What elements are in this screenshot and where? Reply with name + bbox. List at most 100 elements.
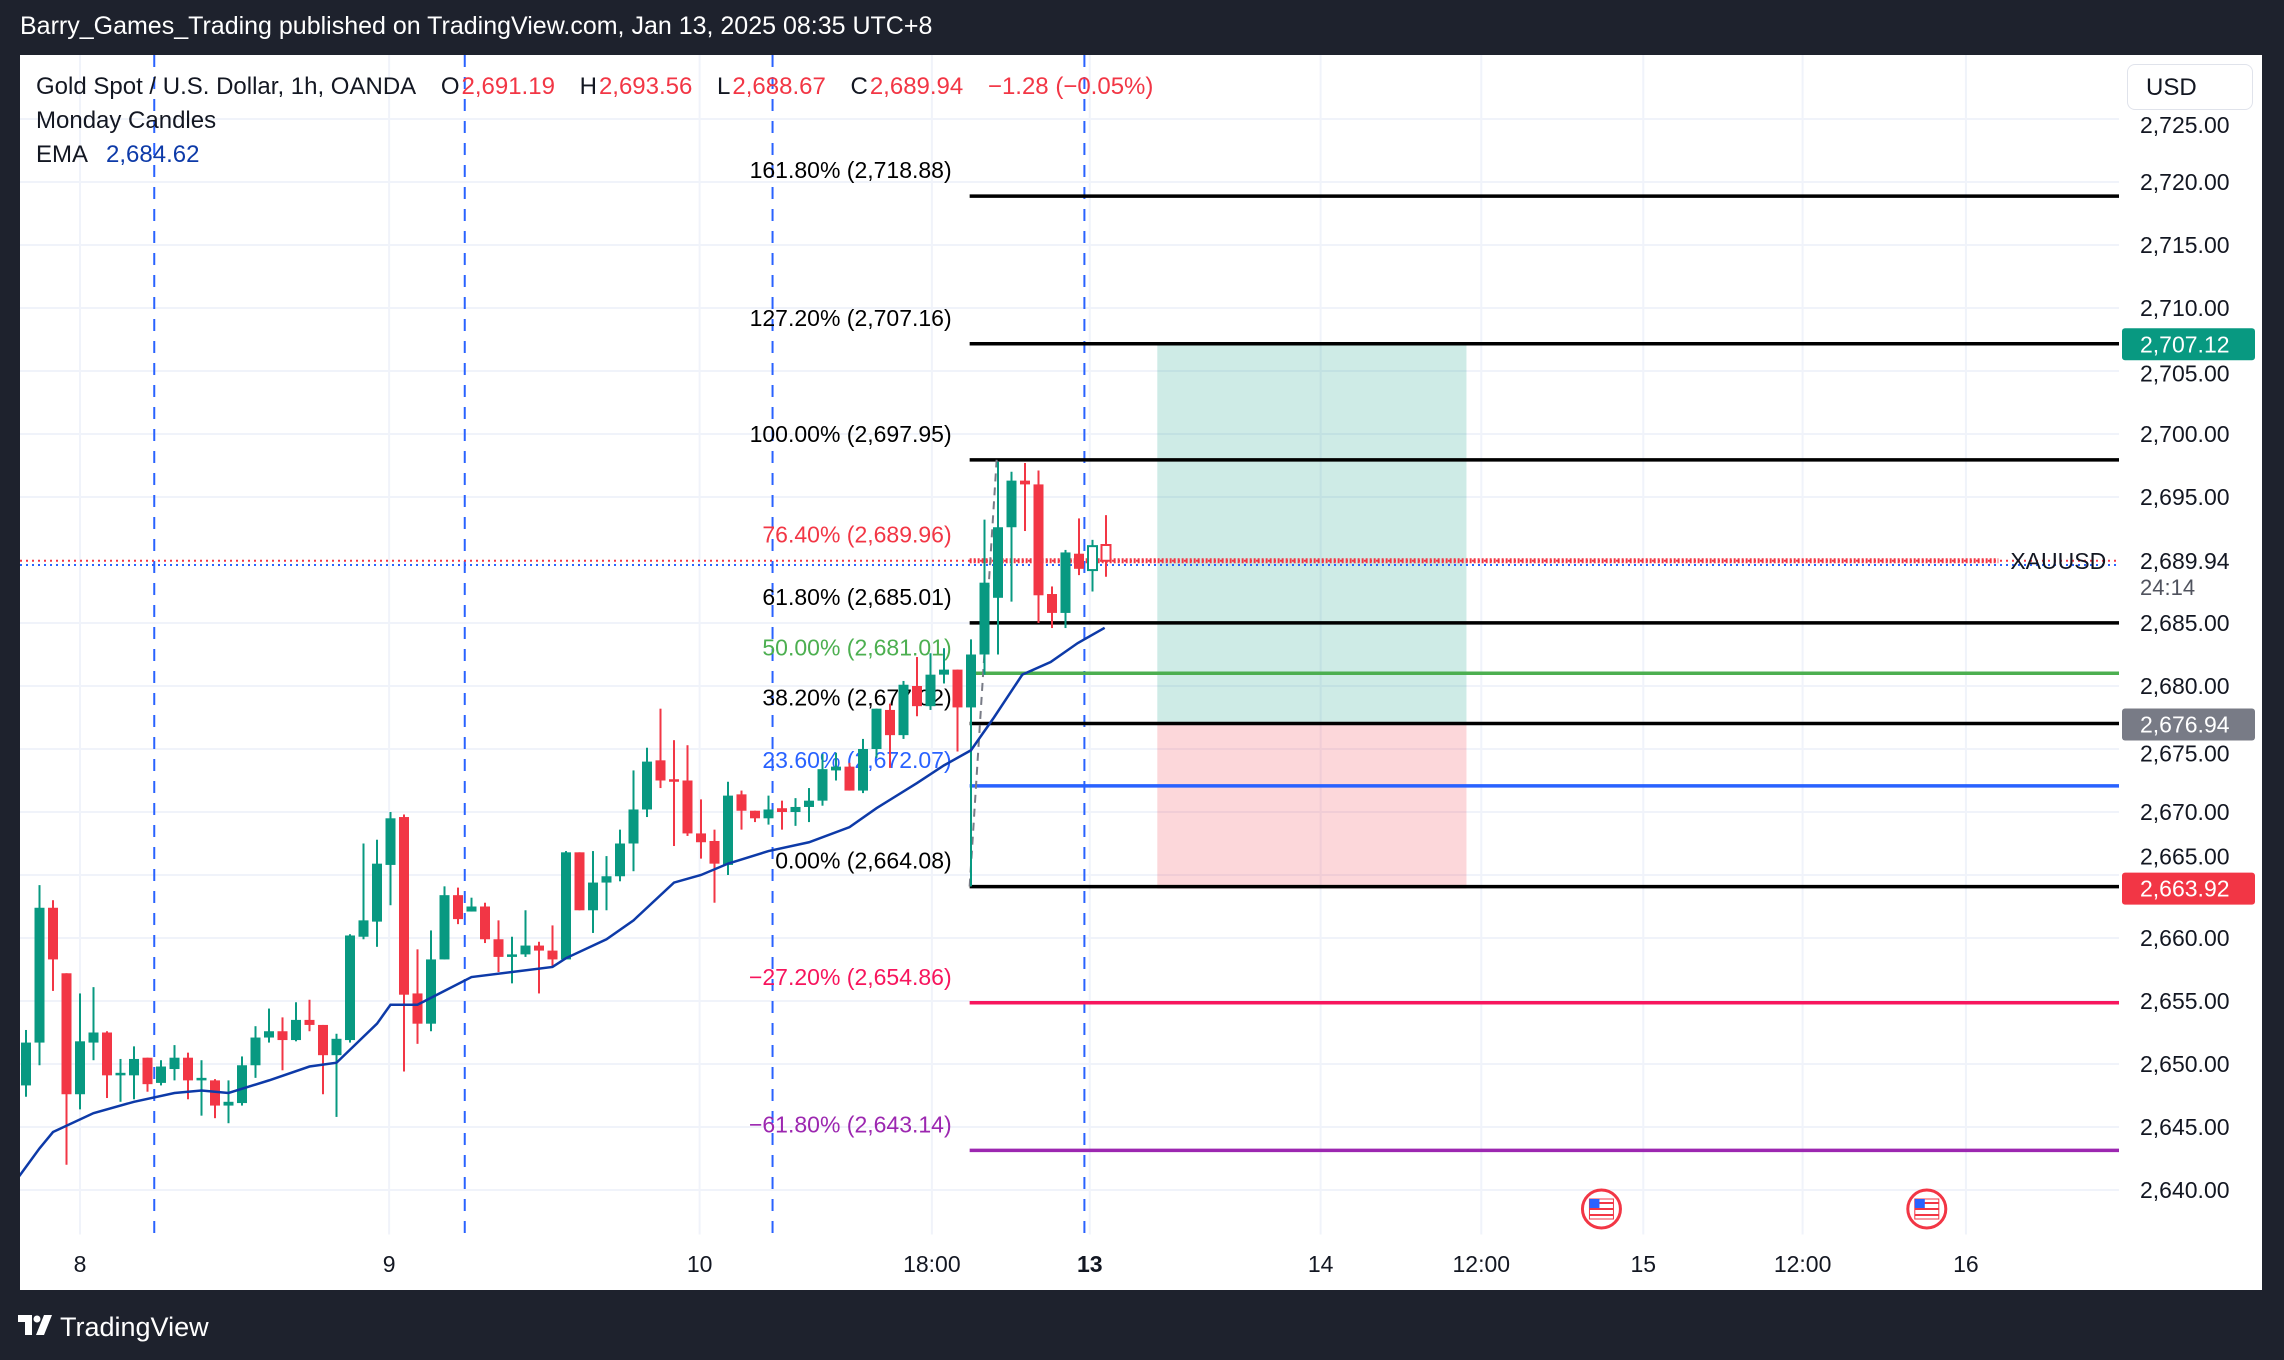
candle: [871, 708, 882, 758]
candle-body: [858, 749, 868, 791]
candle: [426, 930, 436, 1032]
open-label: O: [440, 73, 460, 100]
candle-body: [21, 1042, 31, 1086]
candle-body: [439, 895, 450, 960]
candle: [547, 925, 558, 967]
candle-body: [588, 882, 598, 911]
candle-body: [831, 766, 841, 771]
fib-level-label: 0.00% (2,664.08): [775, 848, 951, 874]
candle-body: [952, 669, 963, 708]
candle: [358, 843, 369, 940]
currency-button[interactable]: USD: [2127, 64, 2253, 110]
candle: [48, 900, 58, 991]
ema-label: EMA: [36, 141, 89, 168]
chart-legend: Gold Spot / U.S. Dollar, 1h, OANDA O2,69…: [36, 70, 1155, 172]
time-tick-label: 8: [74, 1251, 87, 1277]
candle: [21, 1029, 31, 1097]
candle: [142, 1057, 153, 1092]
tradingview-brand[interactable]: TradingView: [18, 1312, 209, 1343]
candle-body: [466, 906, 477, 912]
candle-body: [642, 761, 652, 810]
candle: [979, 519, 990, 675]
candle-body: [372, 863, 382, 922]
candle: [399, 814, 409, 1072]
candle-body: [547, 950, 558, 960]
candle-body: [223, 1101, 234, 1106]
candle-body: [939, 669, 949, 675]
fib-level-label: 161.80% (2,718.88): [750, 157, 952, 183]
candle: [318, 1024, 328, 1095]
candle: [102, 1031, 112, 1099]
candle: [291, 1002, 301, 1042]
candle: [196, 1060, 207, 1116]
last-price-label: 2,689.94: [2140, 548, 2230, 574]
candle: [925, 653, 936, 710]
us-economic-event-icon: [1906, 1188, 1948, 1230]
candle-body: [291, 1019, 301, 1041]
candle-body: [1006, 480, 1017, 528]
time-tick-label: 16: [1953, 1251, 1979, 1277]
candle-body: [88, 1032, 99, 1043]
symbol-title[interactable]: Gold Spot / U.S. Dollar, 1h, OANDA: [36, 73, 417, 100]
price-tick-label: 2,670.00: [2140, 799, 2230, 825]
candle-body: [412, 993, 423, 1024]
low-label: L: [717, 73, 731, 100]
candle-body: [1074, 553, 1084, 569]
candle: [615, 829, 625, 882]
target-price-badge-text: 2,707.12: [2140, 331, 2230, 357]
candle-body: [183, 1057, 193, 1081]
candle: [1074, 518, 1084, 576]
candle: [844, 762, 855, 791]
brand-name: TradingView: [60, 1312, 209, 1342]
candle: [628, 770, 639, 872]
candle: [696, 799, 706, 859]
indicator-monday-candles[interactable]: Monday Candles: [36, 107, 217, 134]
candle: [939, 648, 949, 684]
close-label: C: [850, 73, 868, 100]
candle-body: [196, 1077, 207, 1081]
candle-body: [426, 959, 436, 1024]
fib-level-label: −27.20% (2,654.86): [749, 964, 952, 990]
candle: [372, 839, 382, 947]
candle-body: [790, 806, 801, 812]
candle: [561, 851, 571, 960]
candle: [601, 856, 612, 911]
high-label: H: [579, 73, 597, 100]
candle-body: [75, 1041, 85, 1095]
price-tick-label: 2,660.00: [2140, 925, 2230, 951]
candle-body: [993, 527, 1003, 598]
candle-body: [1060, 552, 1071, 613]
indicator-ema[interactable]: EMA 2,684.62: [36, 138, 1155, 172]
candle: [777, 800, 787, 830]
candle-body: [736, 794, 747, 811]
price-tick-label: 2,695.00: [2140, 484, 2230, 510]
candle-body: [682, 780, 693, 834]
flag-canton: [1914, 1199, 1925, 1208]
candle-body: [1047, 594, 1057, 613]
candle-body: [345, 935, 355, 1041]
candle: [763, 795, 774, 825]
candle-body: [318, 1024, 328, 1056]
candle-body: [1020, 480, 1030, 485]
candle: [885, 703, 895, 768]
candle-body: [601, 876, 612, 883]
candle-body: [34, 907, 45, 1043]
candle-body: [520, 945, 531, 955]
candle-body: [655, 760, 666, 781]
candle-body: [574, 852, 585, 911]
candle: [439, 886, 450, 960]
price-tick-label: 2,725.00: [2140, 112, 2230, 138]
candle-body: [750, 810, 760, 819]
candle: [682, 745, 693, 836]
position-profit-zone: [1157, 344, 1467, 725]
candle-body: [979, 582, 990, 655]
position-loss-zone: [1157, 724, 1467, 889]
symbol-line-label: XAUUSD: [2010, 548, 2106, 574]
fib-level-label: 38.20% (2,677.02): [762, 685, 951, 711]
price-tick-label: 2,705.00: [2140, 360, 2230, 386]
price-tick-label: 2,640.00: [2140, 1177, 2230, 1203]
candle: [709, 829, 720, 903]
candle: [88, 987, 99, 1061]
candle-body: [561, 852, 571, 960]
